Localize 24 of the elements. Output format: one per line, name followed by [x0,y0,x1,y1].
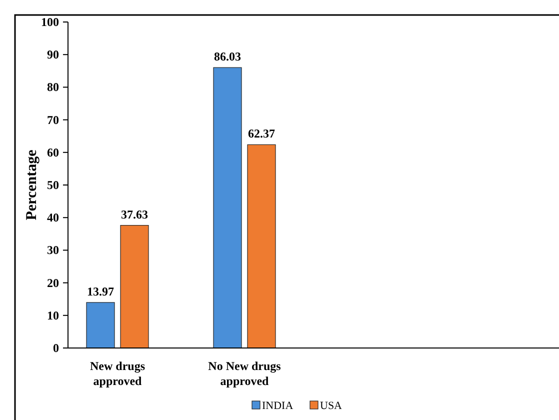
y-tick-label: 10 [47,308,59,322]
y-axis-title: Percentage [24,149,40,220]
y-tick-label: 30 [47,243,59,258]
y-tick-label: 80 [47,80,59,94]
bar [247,144,276,348]
y-tick-label: 0 [53,341,59,355]
y-tick-label: 40 [47,210,59,225]
y-tick-label: 100 [41,15,59,29]
y-tick-label: 60 [47,145,59,160]
x-tick-label: No New drugs approved [208,359,282,388]
bar [213,67,242,348]
data-label: 62.37 [248,126,275,141]
y-tick-label: 50 [47,178,59,192]
y-tick-label: 20 [47,276,59,290]
bar [86,302,115,348]
data-label: 13.97 [87,284,114,298]
data-label: 37.63 [121,207,148,222]
y-tick-label: 70 [47,112,59,127]
bar [120,225,149,348]
legend-label: INDIA [262,400,294,412]
legend-label: USA [320,400,342,412]
x-tick-label: New drugs approved [90,359,146,388]
y-tick-label: 90 [47,48,59,62]
data-label: 86.03 [214,50,241,64]
